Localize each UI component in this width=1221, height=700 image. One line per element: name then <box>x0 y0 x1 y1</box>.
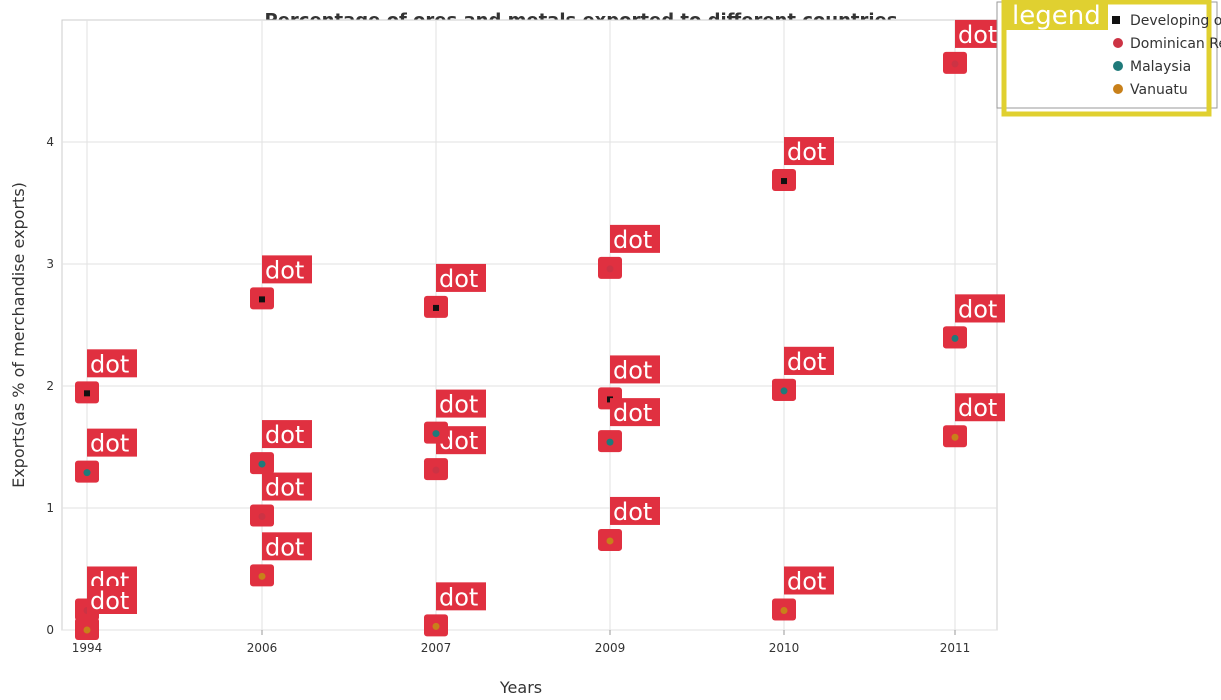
dot-badge <box>610 224 660 253</box>
dot-label: dot <box>958 394 997 422</box>
point-vanuatu <box>606 537 614 545</box>
legend-marker <box>1113 61 1123 71</box>
y-tick-label: 2 <box>46 379 54 393</box>
dot-badge <box>262 472 312 501</box>
dot-badge <box>87 586 137 614</box>
point-dominican-republic <box>606 265 614 273</box>
point-vanuatu <box>780 606 788 614</box>
grid <box>61 19 998 631</box>
dot-badge <box>262 255 312 284</box>
y-tick-label: 1 <box>46 501 54 515</box>
dot-badge <box>262 420 312 449</box>
y-tick-label: 3 <box>46 257 54 271</box>
dot-badge <box>87 349 137 378</box>
point-malaysia <box>258 460 266 468</box>
plot-area <box>61 19 998 631</box>
point-dominican-republic <box>258 513 266 521</box>
y-tick-label: 4 <box>46 135 54 149</box>
dot-label: dot <box>787 567 826 595</box>
dot-badge <box>436 263 486 292</box>
dot-badge <box>955 393 1005 422</box>
y-axis-title: Exports(as % of merchandise exports) <box>9 182 28 488</box>
point-vanuatu <box>258 572 266 580</box>
dot-badge <box>784 346 834 375</box>
x-tick-label: 2009 <box>595 641 626 655</box>
dot-label: dot <box>265 533 304 561</box>
legend-title: legend <box>1012 1 1101 31</box>
x-axis-title: Years <box>499 678 542 697</box>
dot-label: dot <box>958 21 997 49</box>
legend-marker <box>1113 38 1123 48</box>
dot-badge <box>610 496 660 525</box>
legend-title-badge <box>1004 0 1108 30</box>
point-vanuatu <box>83 626 91 634</box>
y-axis: 0 1 2 3 4 <box>46 135 54 637</box>
dot-label: dot <box>787 138 826 166</box>
x-axis: 1994 2006 2007 2009 2010 2011 <box>72 630 971 655</box>
dot-label: dot <box>439 583 478 611</box>
point-malaysia <box>951 334 959 342</box>
legend-label: Dominican Republic <box>1130 36 1221 52</box>
dot-label: dot <box>613 356 652 384</box>
point-developing-only <box>781 178 787 185</box>
dot-label: dot <box>787 348 826 376</box>
point-developing-only <box>433 304 439 311</box>
dot-label: dot <box>958 295 997 323</box>
point-malaysia <box>606 438 614 446</box>
point-vanuatu <box>951 433 959 441</box>
point-malaysia <box>83 469 91 477</box>
dot-label: dot <box>265 256 304 284</box>
dot-badge <box>955 294 1005 323</box>
dot-label: dot <box>265 421 304 449</box>
dot-label: dot <box>439 265 478 293</box>
dot-badge <box>436 389 486 418</box>
x-tick-label: 1994 <box>72 641 103 655</box>
dot-badge <box>784 137 834 166</box>
dot-label: dot <box>265 474 304 502</box>
dot-badge <box>610 398 660 427</box>
dot-label: dot <box>90 430 129 458</box>
dot-badge <box>436 582 486 611</box>
legend-marker <box>1112 16 1120 24</box>
legend-items: Developing only Dominican Republic Malaysi… <box>1112 13 1221 98</box>
plot-points: dot dot dot dot dot dot dot dot dot dot dot dot dot d… <box>75 19 1005 640</box>
dot-label: dot <box>613 226 652 254</box>
legend-label: Malaysia <box>1130 59 1191 75</box>
point-malaysia <box>432 430 440 438</box>
x-tick-label: 2011 <box>940 641 971 655</box>
legend-label: Vanuatu <box>1130 82 1188 98</box>
legend: Developing only Dominican Republic Malaysi… <box>996 0 1221 117</box>
point-malaysia <box>780 387 788 395</box>
x-tick-label: 2007 <box>421 641 452 655</box>
point-dominican-republic <box>951 60 959 68</box>
legend-marker <box>1113 84 1123 94</box>
x-tick-label: 2010 <box>769 641 800 655</box>
dot-badge <box>610 355 660 384</box>
dot-label: dot <box>90 587 129 615</box>
dot-label: dot <box>613 498 652 526</box>
dot-label: dot <box>613 399 652 427</box>
point-vanuatu <box>432 622 440 630</box>
dot-badge <box>262 532 312 561</box>
y-tick-label: 0 <box>46 623 54 637</box>
dot-label: dot <box>90 350 129 378</box>
legend-label: Developing only <box>1130 13 1221 29</box>
point-dominican-republic <box>432 466 440 474</box>
dot-badge <box>784 566 834 595</box>
x-tick-label: 2006 <box>247 641 278 655</box>
dot-label: dot <box>439 391 478 419</box>
point-developing-only <box>259 296 265 303</box>
point-developing-only <box>84 390 90 397</box>
dot-badge <box>87 428 137 457</box>
